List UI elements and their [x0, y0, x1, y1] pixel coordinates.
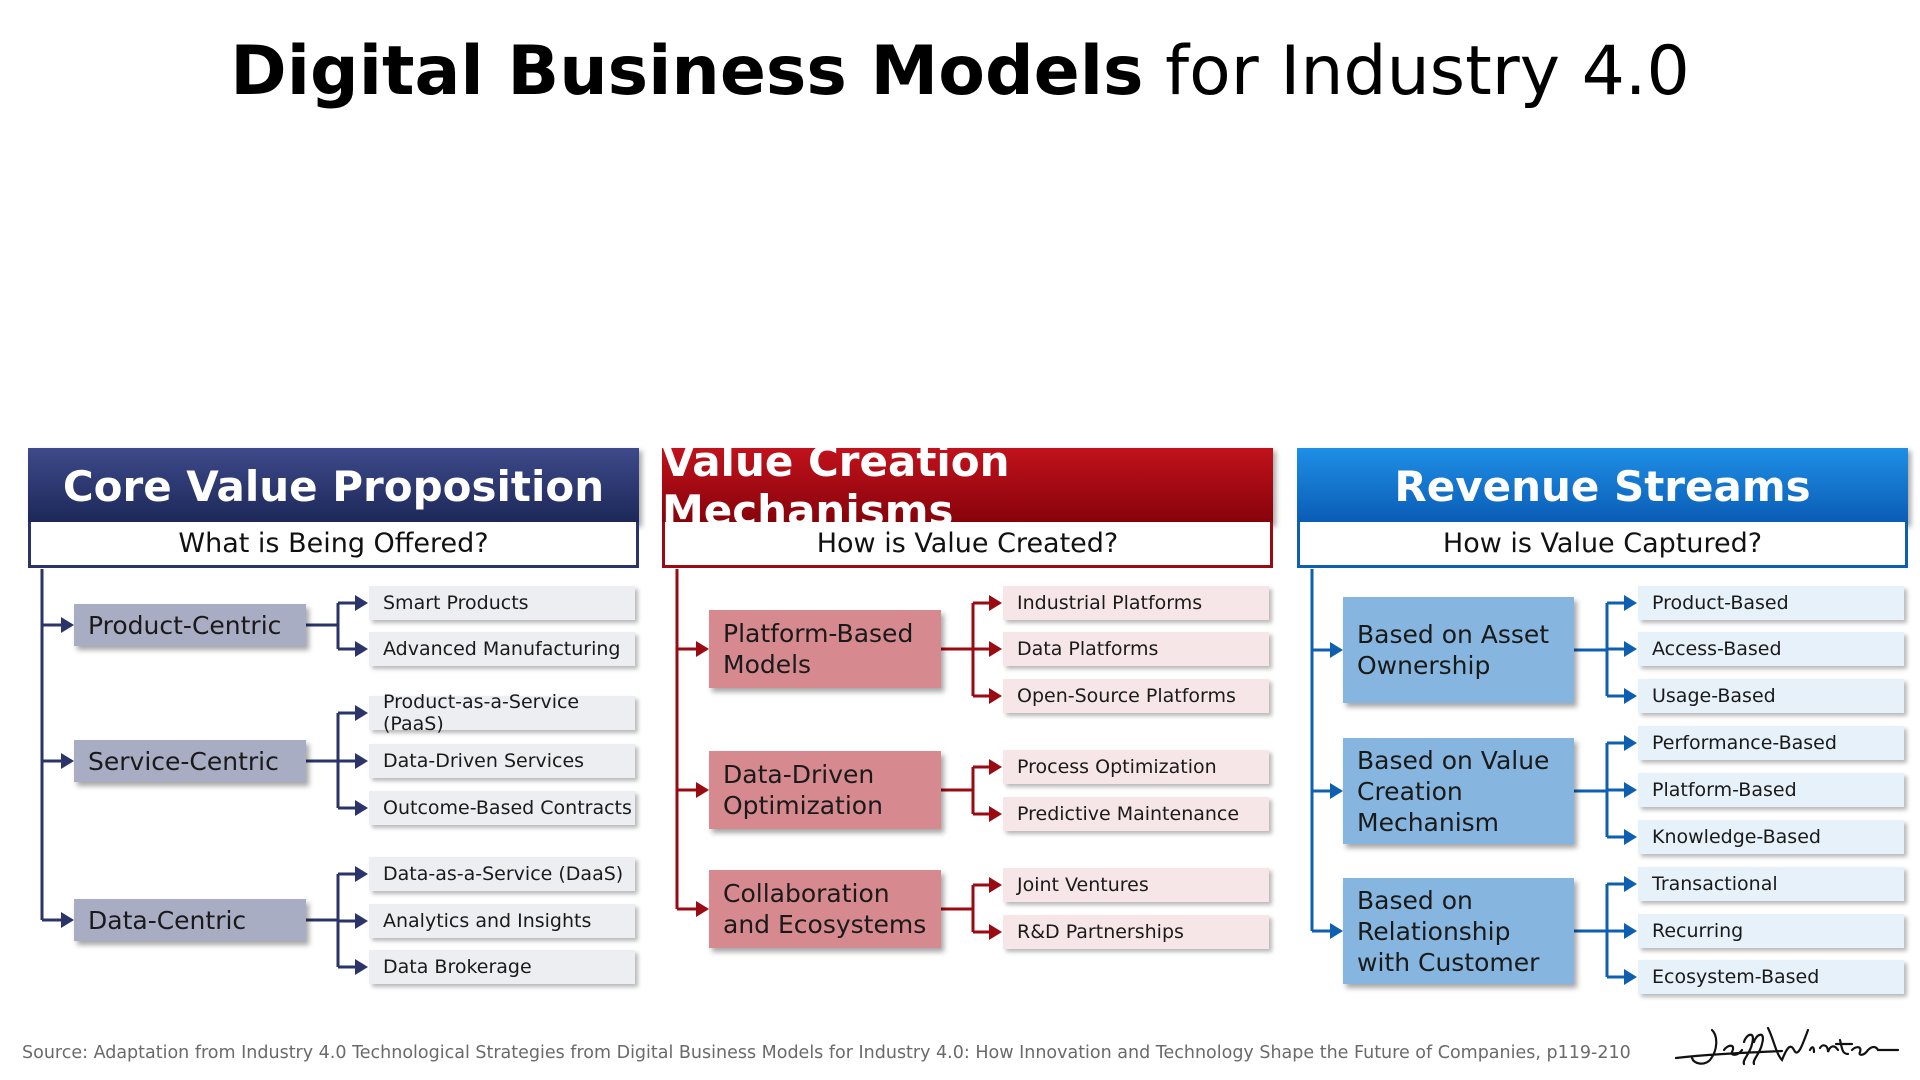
arrowhead: [696, 782, 709, 798]
arrowhead: [61, 753, 74, 769]
column-subheader: How is Value Captured?: [1297, 522, 1908, 568]
source-caption: Source: Adaptation from Industry 4.0 Tec…: [22, 1043, 1631, 1063]
leaf-item: Platform-Based: [1638, 773, 1904, 807]
arrowhead: [1330, 923, 1343, 939]
leaf-item: Process Optimization: [1003, 750, 1269, 784]
leaf-item: Industrial Platforms: [1003, 586, 1269, 620]
column-header: Core Value Proposition: [28, 448, 639, 524]
category-box: Collaboration and Ecosystems: [709, 870, 941, 948]
column-subheader: How is Value Created?: [662, 522, 1273, 568]
leaf-item: Ecosystem-Based: [1638, 960, 1904, 994]
arrowhead: [355, 800, 368, 816]
leaf-item: Open-Source Platforms: [1003, 679, 1269, 713]
leaf-item: Data-Driven Services: [369, 744, 635, 778]
arrowhead: [696, 641, 709, 657]
column-header: Revenue Streams: [1297, 448, 1908, 524]
leaf-item: Product-Based: [1638, 586, 1904, 620]
leaf-item: Smart Products: [369, 586, 635, 620]
arrowhead: [355, 913, 368, 929]
column-subheader: What is Being Offered?: [28, 522, 639, 568]
arrowhead: [355, 753, 368, 769]
arrowhead: [1330, 642, 1343, 658]
arrowhead: [1624, 782, 1637, 798]
arrowhead: [1624, 829, 1637, 845]
arrowhead: [61, 617, 74, 633]
arrowhead: [355, 866, 368, 882]
category-box: Based on Value Creation Mechanism: [1343, 738, 1574, 844]
category-box: Service-Centric: [74, 740, 306, 782]
arrowhead: [355, 959, 368, 975]
leaf-item: Recurring: [1638, 914, 1904, 948]
arrowhead: [989, 806, 1002, 822]
arrowhead: [989, 641, 1002, 657]
arrowhead: [61, 912, 74, 928]
leaf-item: Transactional: [1638, 867, 1904, 901]
page-title: Digital Business Models for Industry 4.0: [0, 32, 1920, 112]
arrowhead: [1624, 735, 1637, 751]
leaf-item: Performance-Based: [1638, 726, 1904, 760]
leaf-item: Outcome-Based Contracts: [369, 791, 635, 825]
leaf-item: Joint Ventures: [1003, 868, 1269, 902]
arrowhead: [989, 877, 1002, 893]
category-box: Product-Centric: [74, 604, 306, 646]
arrowhead: [355, 705, 368, 721]
arrowhead: [355, 641, 368, 657]
leaf-item: R&D Partnerships: [1003, 915, 1269, 949]
category-box: Based on Relationship with Customer: [1343, 878, 1574, 984]
leaf-item: Data-as-a-Service (DaaS): [369, 857, 635, 891]
arrowhead: [989, 688, 1002, 704]
arrowhead: [989, 924, 1002, 940]
leaf-item: Advanced Manufacturing: [369, 632, 635, 666]
arrowhead: [1624, 969, 1637, 985]
column-header: Value Creation Mechanisms: [662, 437, 1273, 535]
arrowhead: [1624, 876, 1637, 892]
category-box: Platform-Based Models: [709, 610, 941, 688]
leaf-item: Predictive Maintenance: [1003, 797, 1269, 831]
arrowhead: [1330, 783, 1343, 799]
title-bold: Digital Business Models: [230, 32, 1144, 111]
arrowhead: [989, 759, 1002, 775]
arrowhead: [1624, 923, 1637, 939]
leaf-item: Access-Based: [1638, 632, 1904, 666]
arrowhead: [1624, 641, 1637, 657]
title-rest: for Industry 4.0: [1143, 32, 1690, 111]
leaf-item: Product-as-a-Service (PaaS): [369, 691, 635, 735]
leaf-item: Knowledge-Based: [1638, 820, 1904, 854]
category-box: Data-Driven Optimization: [709, 751, 941, 829]
leaf-item: Usage-Based: [1638, 679, 1904, 713]
category-box: Based on Asset Ownership: [1343, 597, 1574, 703]
signature-logo: [1674, 1026, 1900, 1066]
arrowhead: [989, 595, 1002, 611]
arrowhead: [355, 595, 368, 611]
category-box: Data-Centric: [74, 899, 306, 941]
arrowhead: [696, 901, 709, 917]
arrowhead: [1624, 688, 1637, 704]
leaf-item: Data Platforms: [1003, 632, 1269, 666]
leaf-item: Analytics and Insights: [369, 904, 635, 938]
arrowhead: [1624, 595, 1637, 611]
leaf-item: Data Brokerage: [369, 950, 635, 984]
